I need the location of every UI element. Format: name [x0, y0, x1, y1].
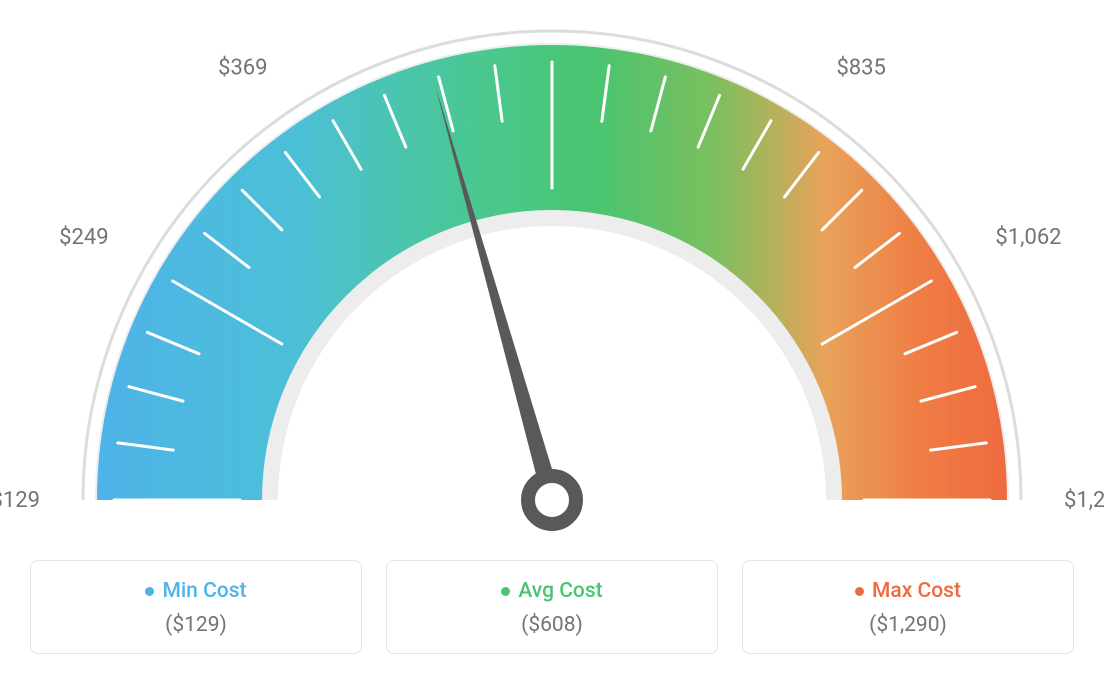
legend-label-avg: Avg Cost: [518, 579, 602, 603]
legend-value-avg: ($608): [409, 613, 695, 637]
legend-dot-max: [855, 587, 864, 596]
legend-card-avg: Avg Cost ($608): [386, 560, 718, 654]
legend-label-row: Max Cost: [765, 579, 1051, 603]
gauge-svg: $129$249$369$608$835$1,062$1,290: [0, 0, 1104, 560]
legend-value-min: ($129): [53, 613, 339, 637]
legend-label-min: Min Cost: [162, 579, 246, 603]
svg-text:$369: $369: [218, 55, 267, 80]
legend-label-row: Min Cost: [53, 579, 339, 603]
legend-label-max: Max Cost: [872, 579, 961, 603]
svg-text:$1,062: $1,062: [995, 225, 1061, 250]
svg-text:$835: $835: [836, 55, 885, 80]
gauge-container: $129$249$369$608$835$1,062$1,290: [0, 0, 1104, 560]
legend-card-min: Min Cost ($129): [30, 560, 362, 654]
svg-text:$1,290: $1,290: [1064, 488, 1104, 513]
legend-value-max: ($1,290): [765, 613, 1051, 637]
legend-card-max: Max Cost ($1,290): [742, 560, 1074, 654]
legend-dot-min: [145, 587, 154, 596]
legend-row: Min Cost ($129) Avg Cost ($608) Max Cost…: [30, 560, 1074, 654]
legend-label-row: Avg Cost: [409, 579, 695, 603]
svg-text:$249: $249: [59, 225, 108, 250]
legend-dot-avg: [501, 587, 510, 596]
svg-text:$129: $129: [0, 488, 40, 513]
